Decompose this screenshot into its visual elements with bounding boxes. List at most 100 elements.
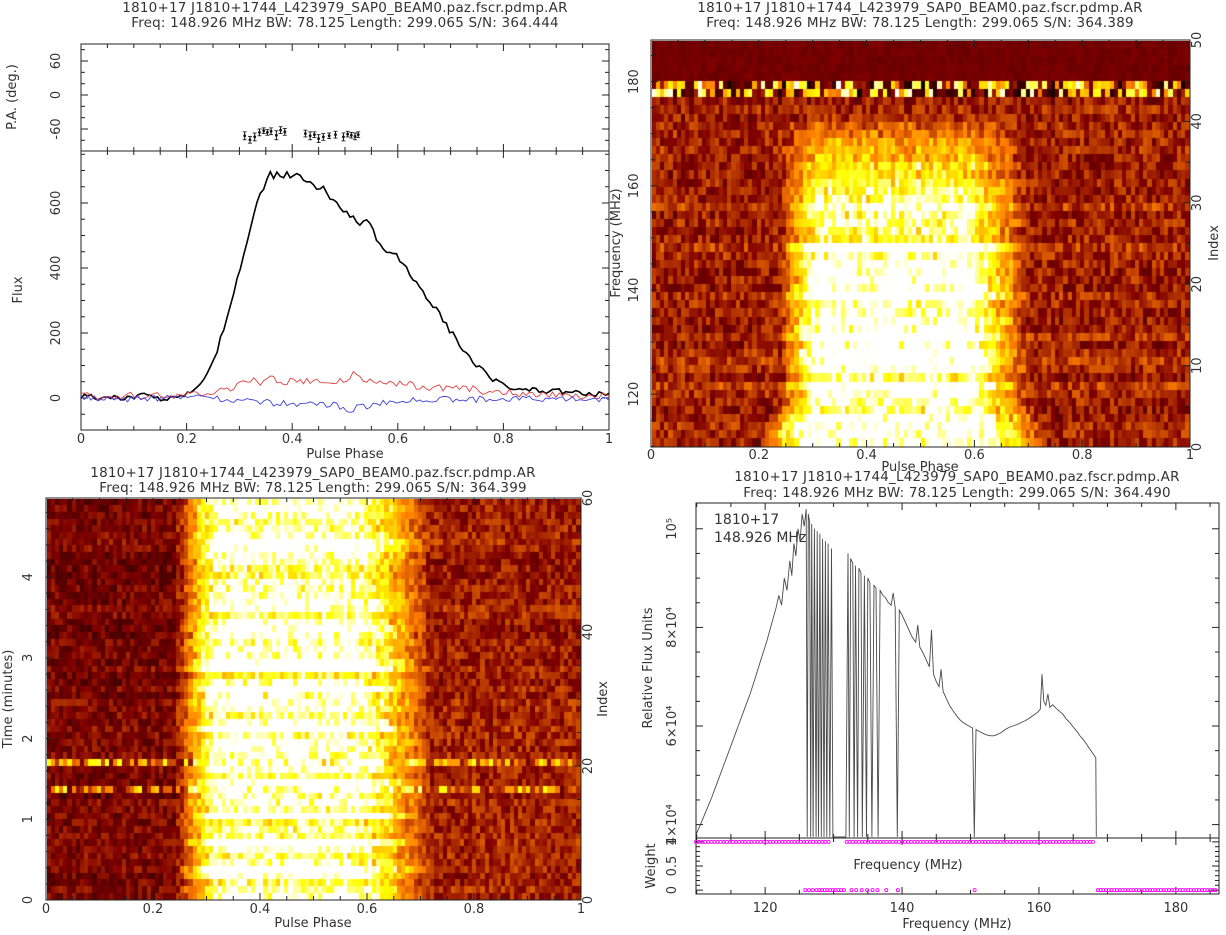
pa-point (356, 133, 360, 137)
weight-marker (897, 839, 901, 844)
weight-marker (872, 839, 877, 844)
weight-marker (734, 839, 738, 844)
weight-marker (731, 839, 735, 844)
freq-phase-plot-area: 120 140 160 180 0 10 20 30 40 50 0 0.2 0.4 0.6 0.8 1 (627, 32, 1205, 463)
weight-marker (949, 839, 954, 844)
frequency-tick-label: 180 (1163, 901, 1188, 916)
weight-marker (961, 839, 966, 844)
time-tick-label: 0 (21, 896, 36, 904)
bandpass-title: 1810+17 J1810+1744_L423979_SAP0_BEAM0.pa… (734, 469, 1179, 485)
weight-marker (718, 839, 723, 844)
time-phase-x-axis-label: Pulse Phase (274, 916, 351, 931)
pa-point (321, 135, 325, 139)
flux-units-tick-label: 10⁵ (665, 518, 680, 540)
weight-marker (810, 888, 815, 893)
weight-marker (895, 888, 900, 893)
weight-marker (1084, 839, 1089, 844)
weight-marker (774, 839, 779, 844)
index-tick-label: 20 (581, 758, 596, 775)
frequency-tick-label: 140 (890, 901, 915, 916)
weight-marker (749, 839, 754, 844)
plot-shape (80, 150, 610, 431)
weight-marker (820, 839, 825, 844)
weight-marker (943, 839, 948, 844)
weight-marker (709, 839, 714, 844)
pa-point (274, 133, 278, 137)
index-tick-label: 60 (581, 490, 596, 507)
weight-marker (1029, 839, 1034, 844)
phase-tick-label: 0 (42, 902, 50, 917)
pa-tick-label: 0 (49, 91, 64, 99)
weight-marker (804, 839, 809, 844)
index-tick-label: 10 (1190, 357, 1205, 374)
weight-marker (715, 839, 720, 844)
weight-marker (721, 839, 726, 844)
weight-marker (755, 839, 760, 844)
freq-phase-subtitle: Freq: 148.926 MHz BW: 78.125 Length: 299… (706, 15, 1134, 31)
weight-marker (746, 839, 751, 844)
weight-tick-label: 0.5 (665, 856, 680, 877)
pa-point (308, 134, 312, 138)
pa-point (327, 134, 331, 138)
weight-marker (906, 839, 911, 844)
time-tick-label: 2 (21, 734, 36, 742)
pa-point (312, 133, 316, 137)
weight-marker (977, 839, 982, 844)
pa-point (304, 132, 307, 135)
weight-marker (893, 839, 898, 844)
weight-marker (878, 839, 883, 844)
plot-shape (45, 497, 582, 901)
weight-marker (823, 839, 828, 844)
profile-subtitle: Freq: 148.926 MHz BW: 78.125 Length: 299… (131, 15, 559, 31)
weight-marker (1051, 839, 1055, 844)
weight-marker (807, 888, 811, 893)
pa-point (317, 137, 320, 141)
weight-marker (771, 839, 775, 844)
weight-marker (974, 839, 978, 844)
index-tick-label: 40 (581, 624, 596, 641)
weight-marker (924, 839, 929, 844)
weight-marker (780, 839, 785, 844)
weight-marker (752, 839, 757, 844)
phase-tick-label: 0 (77, 432, 85, 447)
weight-marker (870, 888, 875, 893)
weight-marker (740, 839, 745, 844)
pa-point (342, 135, 345, 139)
weight-marker (875, 839, 880, 844)
phase-tick-label: 0.8 (464, 902, 485, 917)
weight-marker (1060, 839, 1065, 844)
weight-marker (826, 839, 831, 844)
phase-tick-label: 0.4 (282, 432, 303, 447)
weight-marker (972, 888, 977, 893)
weight-marker (847, 839, 852, 844)
linear_polarisation-curve (80, 370, 610, 401)
weight-marker (795, 839, 800, 844)
index-tick-label: 40 (1190, 113, 1205, 130)
weight-marker (789, 839, 794, 844)
weight-marker (1078, 839, 1083, 844)
phase-tick-label: 1 (577, 902, 585, 917)
weight-marker (859, 888, 864, 893)
frequency-tick-label: 120 (627, 382, 642, 407)
weight-marker (946, 839, 951, 844)
weight-marker (853, 839, 858, 844)
weight-marker (841, 888, 846, 893)
weight-marker (1020, 839, 1025, 844)
circular_polarisation-curve (80, 394, 610, 413)
weight-marker (786, 839, 791, 844)
weight-marker (964, 839, 969, 844)
pa-point (265, 131, 269, 134)
flux-axis-label: Flux (11, 276, 26, 303)
weight-marker (849, 888, 854, 893)
phase-tick-label: 0.6 (964, 448, 985, 463)
weight-marker (737, 839, 742, 844)
weight-marker (777, 839, 782, 844)
pa-tick-label: -60 (49, 118, 64, 139)
weight-marker (937, 839, 941, 844)
weight-marker (980, 839, 985, 844)
weight-marker (940, 839, 945, 844)
relative-flux-axis-label: Relative Flux Units (641, 607, 656, 728)
weight-tick-label: 0 (665, 886, 680, 894)
